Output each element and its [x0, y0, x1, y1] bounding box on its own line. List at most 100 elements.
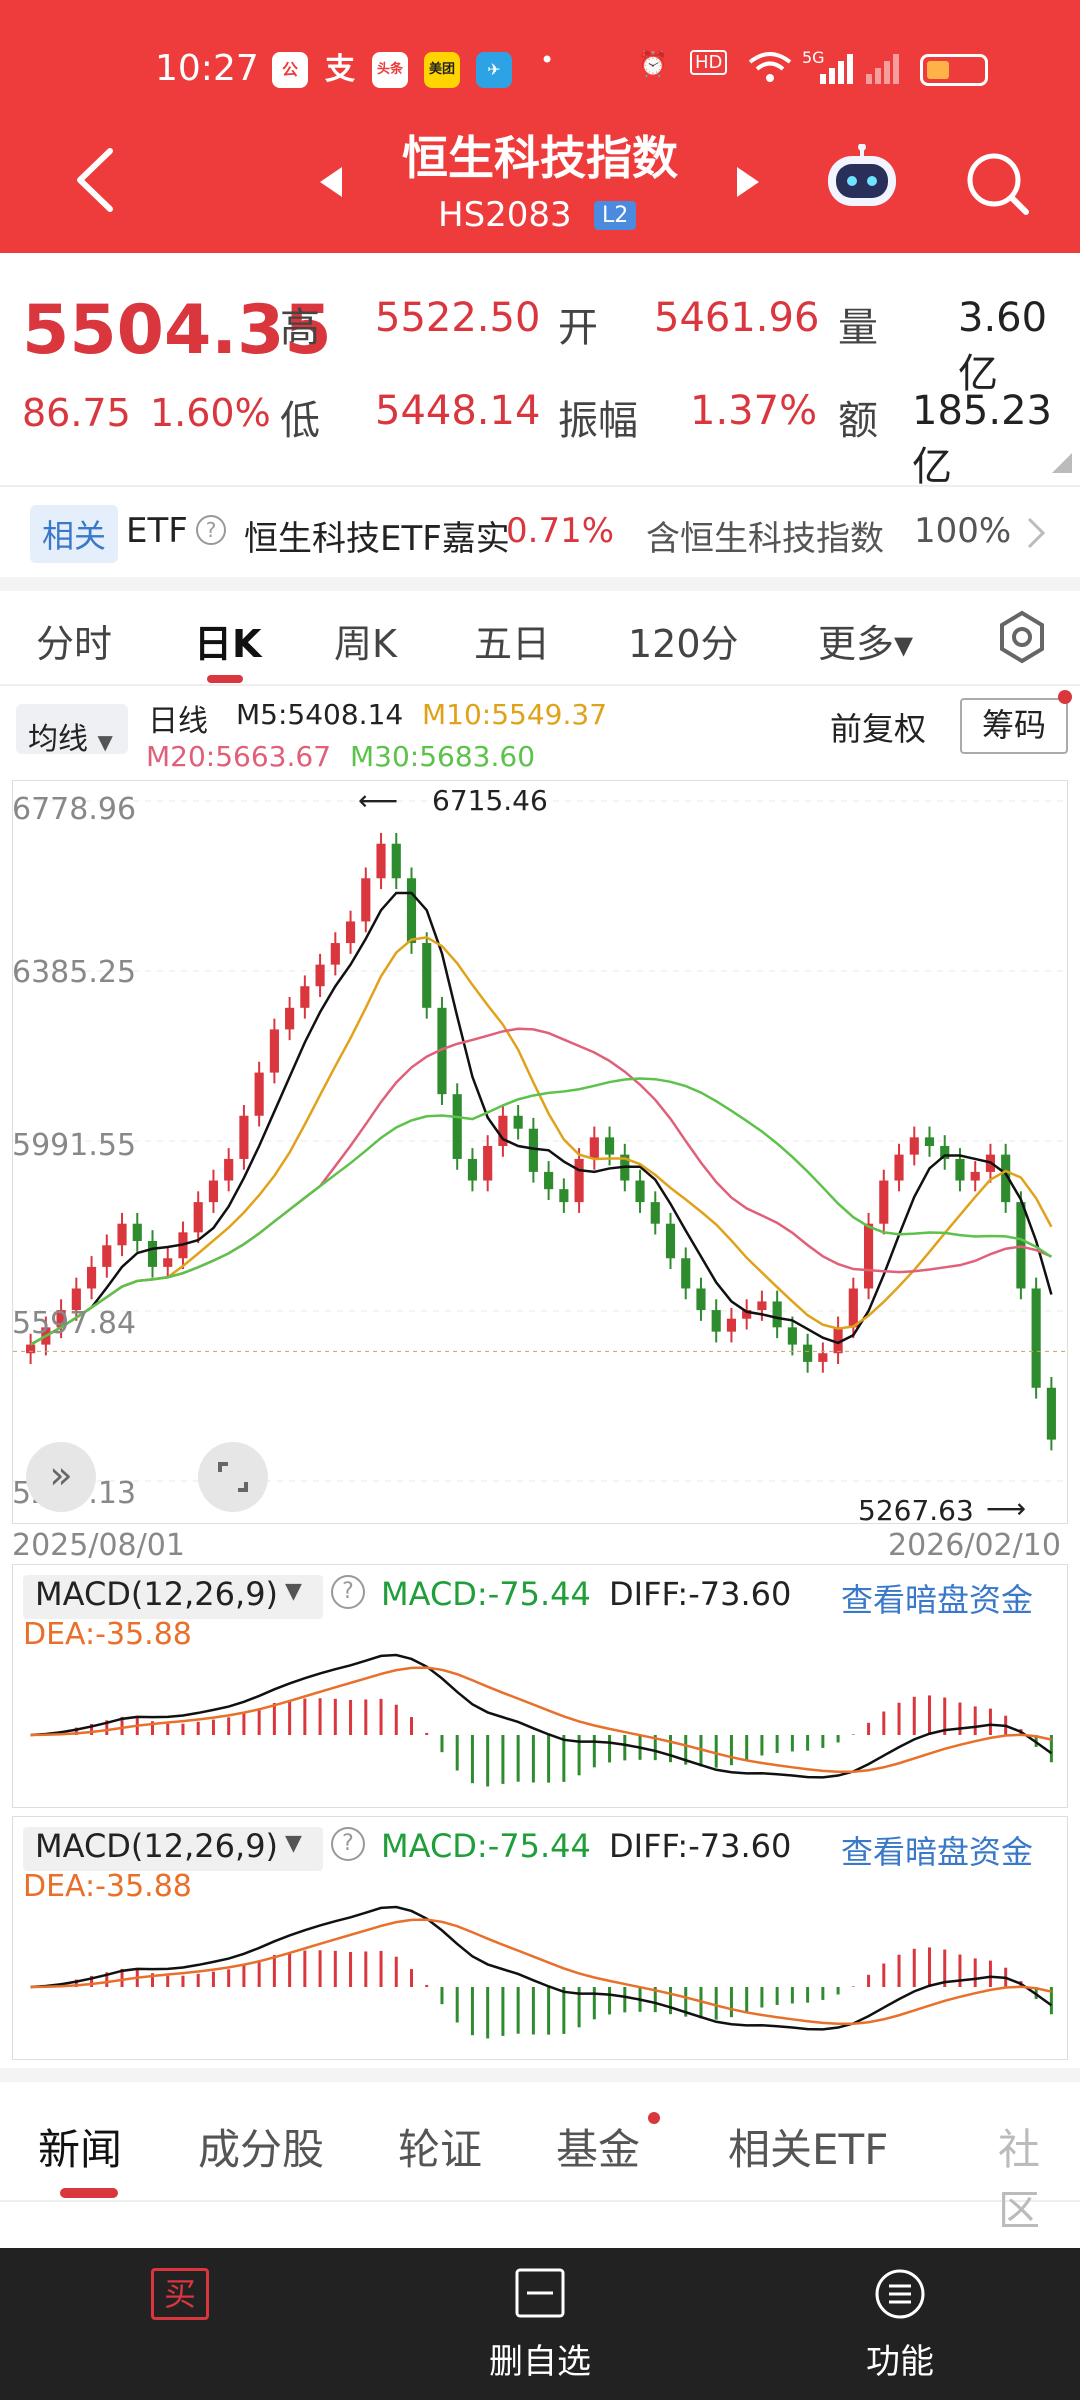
candle-body: [406, 878, 417, 944]
dea-line: [30, 1666, 1052, 1774]
active-tab-indicator: [207, 675, 243, 683]
candle-body: [163, 1258, 173, 1267]
back-button[interactable]: [70, 145, 120, 215]
expand-corner-icon[interactable]: [1052, 453, 1072, 473]
signal-2-icon: [866, 52, 906, 90]
dark-pool-link[interactable]: 查看暗盘资金: [841, 1581, 1034, 1619]
macd-select-label: MACD(12,26,9): [35, 1575, 279, 1613]
active-tab-indicator: [60, 2188, 118, 2198]
more-notifications-icon: •: [540, 46, 555, 74]
ma-legend: 均线 ▼ 日线 M5:5408.14 M10:5549.37 M20:5663.…: [0, 690, 1080, 780]
candle-body: [940, 1145, 950, 1159]
diff-line: [30, 1905, 1053, 2031]
candle-body: [863, 1223, 874, 1289]
status-bar: 10:27 公 支 头条 美团 ✈ • ⏰ HD 5G: [0, 0, 1080, 120]
section-gap: [0, 2068, 1080, 2082]
notification-dot: [648, 2112, 660, 2124]
index-code: HS2083: [438, 195, 572, 235]
candle-body: [879, 1180, 889, 1224]
candle-body: [894, 1154, 904, 1181]
chevron-right-icon: [1027, 517, 1046, 549]
help-icon[interactable]: ?: [331, 1827, 365, 1861]
candle-body: [254, 1072, 264, 1116]
candle-body: [86, 1266, 97, 1289]
amplitude-label: 振幅: [558, 398, 638, 444]
candle-body: [955, 1158, 965, 1181]
macd-panel-2[interactable]: MACD(12,26,9) ▼ ? MACD:-75.44 DIFF:-73.6…: [12, 1816, 1068, 2060]
candle-body: [361, 878, 371, 922]
adjust-mode[interactable]: 前复权: [830, 710, 927, 748]
tab-related-etf[interactable]: 相关ETF: [728, 2125, 889, 2174]
tab-warrants[interactable]: 轮证: [398, 2125, 483, 2174]
ma5-value: M5:5408.14: [236, 698, 404, 731]
page-title: 恒生科技指数: [402, 131, 678, 185]
candle-body: [102, 1245, 112, 1267]
search-icon[interactable]: [962, 148, 1032, 218]
diff-value: DIFF:-73.60: [609, 1575, 792, 1613]
macd-value: MACD:-75.44: [381, 1575, 591, 1613]
macd-panel-1[interactable]: MACD(12,26,9) ▼ ? MACD:-75.44 DIFF:-73.6…: [12, 1564, 1068, 1808]
candle-body: [650, 1202, 660, 1224]
tab-intraday[interactable]: 分时: [36, 622, 113, 666]
related-etf-row[interactable]: 相关 ETF ? 恒生科技ETF嘉实 0.71% 含恒生科技指数 100%: [0, 487, 1080, 577]
candle-body: [787, 1327, 797, 1345]
macd-selector[interactable]: [23, 1827, 323, 1871]
dark-pool-link[interactable]: 查看暗盘资金: [841, 1833, 1034, 1871]
settings-icon[interactable]: [994, 609, 1050, 665]
next-index-arrow-icon[interactable]: [735, 165, 761, 203]
hd-icon: HD: [690, 50, 728, 75]
tab-120min[interactable]: 120分: [628, 622, 739, 666]
kline-chart[interactable]: [12, 780, 1069, 1524]
telegram-notification-icon: ✈: [476, 52, 512, 88]
tab-weekly-k[interactable]: 周K: [334, 622, 397, 666]
max-annotation: 6715.46: [432, 784, 548, 817]
candle-body: [681, 1258, 691, 1289]
notification-dot: [1058, 690, 1072, 704]
candle-body: [483, 1145, 493, 1181]
ma10-value: M10:5549.37: [422, 698, 608, 731]
buy-icon: 买: [151, 2268, 209, 2320]
section-gap: [0, 577, 1080, 591]
fullscreen-button[interactable]: [198, 1442, 268, 1512]
ma20-value: M20:5663.67: [146, 740, 332, 773]
help-icon[interactable]: ?: [196, 515, 226, 545]
level2-badge: L2: [594, 201, 637, 230]
last-price: 5504.35: [22, 291, 332, 370]
tab-daily-k[interactable]: 日K: [194, 622, 262, 666]
macd-svg-1: [30, 1653, 1053, 1787]
ma-selector[interactable]: 均线 ▼: [16, 704, 128, 757]
buy-button[interactable]: 买: [80, 2268, 280, 2320]
low-value: 5448.14: [375, 388, 541, 434]
help-icon[interactable]: ?: [331, 1575, 365, 1609]
delete-watchlist-button[interactable]: 删自选: [440, 2268, 640, 2383]
etf-name: 恒生科技ETF嘉实: [244, 519, 510, 559]
meituan-notification-icon: 美团: [424, 52, 460, 88]
dropdown-icon: ▼: [97, 730, 113, 754]
dea-value: DEA:-35.88: [23, 1869, 192, 1904]
y-tick-2: 5991.55: [12, 1128, 137, 1163]
app-notification-icon: 公: [272, 52, 308, 88]
macd-selector[interactable]: [23, 1575, 323, 1619]
candle-body: [833, 1327, 843, 1354]
tab-funds[interactable]: 基金: [556, 2125, 641, 2174]
prev-index-arrow-icon[interactable]: [318, 165, 344, 203]
candle-body: [132, 1223, 142, 1241]
divider: [0, 485, 1080, 487]
functions-button[interactable]: 功能: [800, 2268, 1000, 2383]
m10-line: [30, 936, 1053, 1346]
robot-assistant-icon[interactable]: [822, 143, 902, 214]
candle-body: [315, 964, 325, 987]
candle-body: [544, 1171, 554, 1190]
price-change-pct: 1.60%: [150, 391, 271, 435]
tab-community[interactable]: 社区: [998, 2125, 1041, 2235]
tab-five-day[interactable]: 五日: [474, 622, 551, 666]
kline-period-tabs: 分时 日K 周K 五日 120分 更多▾: [0, 591, 1080, 686]
amount-value: 185.23亿: [912, 388, 1052, 490]
delete-watchlist-label: 删自选: [489, 2342, 591, 2382]
tab-constituents[interactable]: 成分股: [198, 2125, 325, 2174]
expand-panel-button[interactable]: »: [26, 1442, 96, 1512]
tab-more[interactable]: 更多▾: [818, 622, 914, 666]
tab-news[interactable]: 新闻: [38, 2125, 123, 2174]
candle-body: [1031, 1288, 1041, 1388]
chip-distribution-button[interactable]: 筹码: [960, 698, 1068, 754]
